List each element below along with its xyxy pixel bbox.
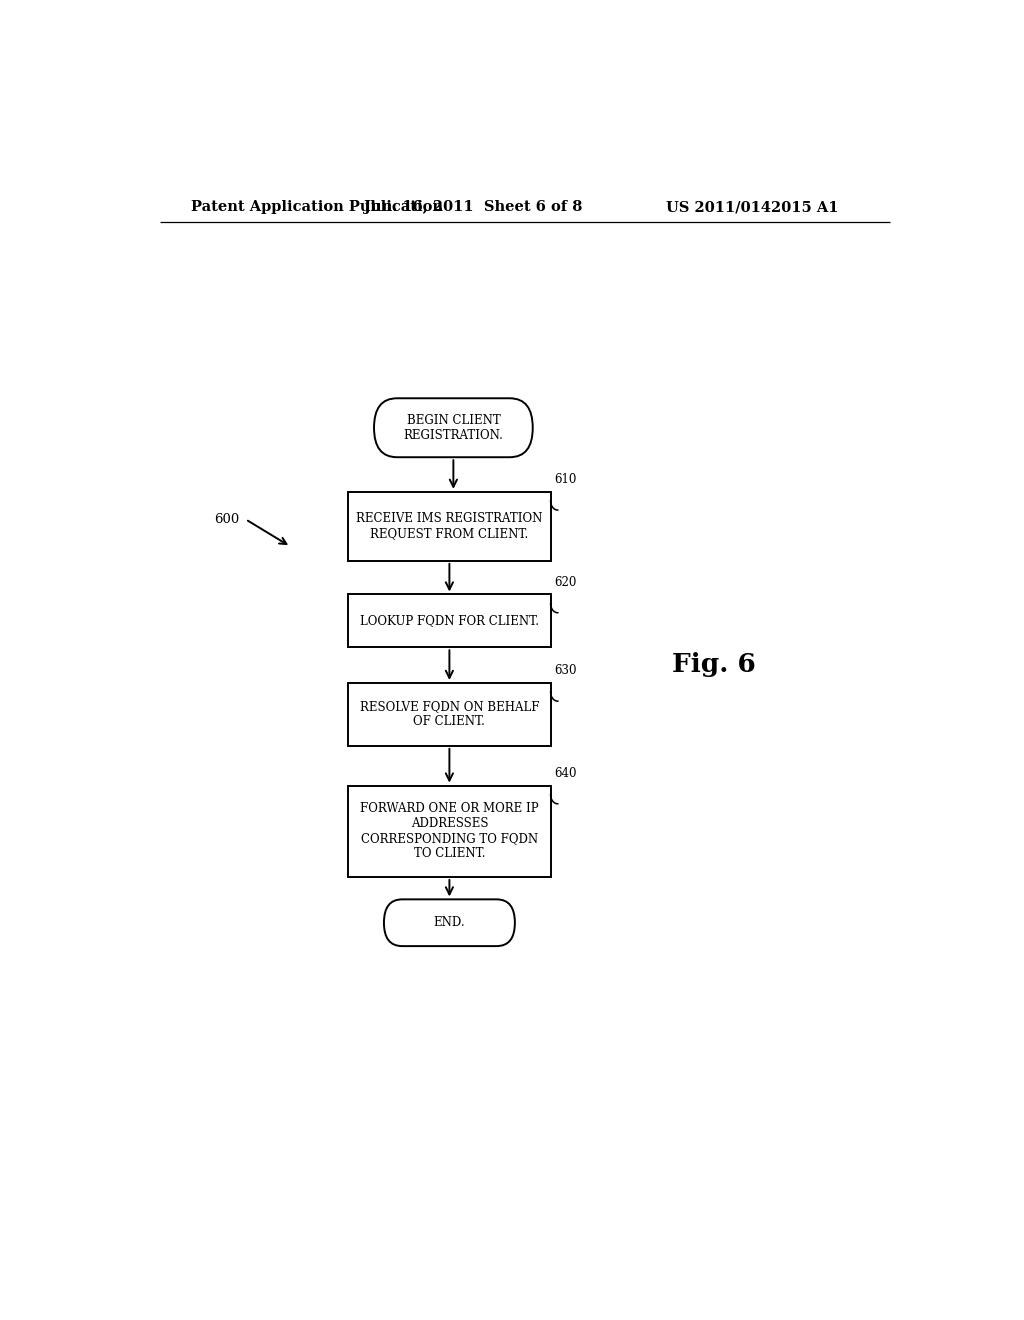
Text: 620: 620 [554,576,577,589]
Text: FORWARD ONE OR MORE IP
ADDRESSES
CORRESPONDING TO FQDN
TO CLIENT.: FORWARD ONE OR MORE IP ADDRESSES CORRESP… [360,803,539,861]
Text: BEGIN CLIENT
REGISTRATION.: BEGIN CLIENT REGISTRATION. [403,413,504,442]
Text: 640: 640 [554,767,577,780]
Bar [348,785,551,876]
Text: RESOLVE FQDN ON BEHALF
OF CLIENT.: RESOLVE FQDN ON BEHALF OF CLIENT. [359,701,540,729]
Bar [348,492,551,561]
Text: Jun. 16, 2011  Sheet 6 of 8: Jun. 16, 2011 Sheet 6 of 8 [364,201,583,214]
Text: LOOKUP FQDN FOR CLIENT.: LOOKUP FQDN FOR CLIENT. [359,614,539,627]
Text: END.: END. [433,916,465,929]
Bar [348,594,551,647]
FancyBboxPatch shape [374,399,532,457]
Text: 610: 610 [554,473,577,486]
Text: Fig. 6: Fig. 6 [672,652,756,677]
Bar [348,682,551,746]
Text: RECEIVE IMS REGISTRATION
REQUEST FROM CLIENT.: RECEIVE IMS REGISTRATION REQUEST FROM CL… [356,512,543,540]
FancyBboxPatch shape [384,899,515,946]
Text: US 2011/0142015 A1: US 2011/0142015 A1 [666,201,839,214]
Text: 630: 630 [554,664,577,677]
Text: 600: 600 [215,512,240,525]
Text: Patent Application Publication: Patent Application Publication [190,201,442,214]
